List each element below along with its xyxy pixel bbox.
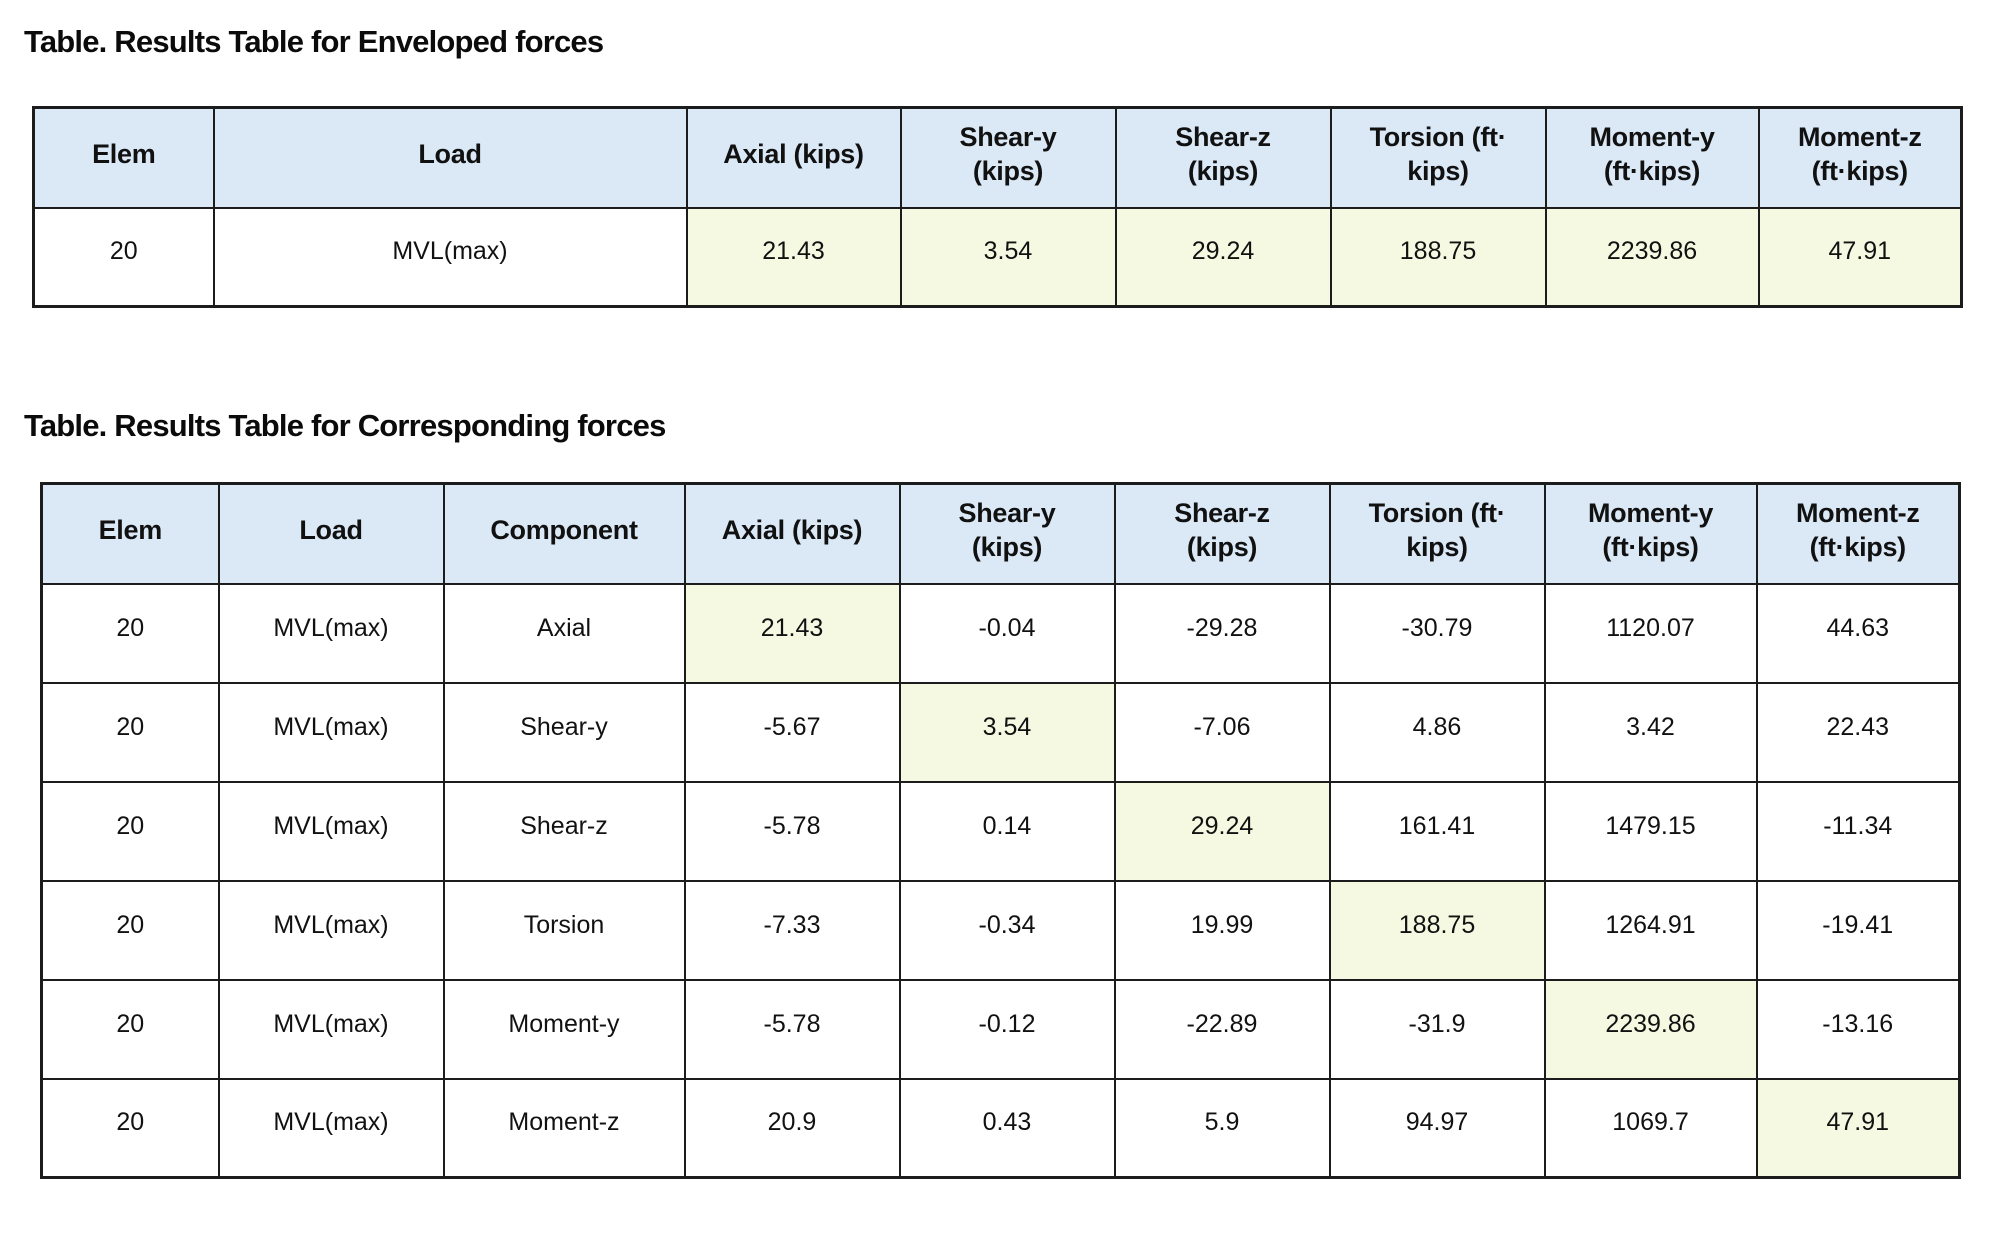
cell-torsion: 161.41 (1328, 780, 1546, 882)
cell-component: Shear-z (442, 780, 686, 882)
enveloped-col-moment-z: Moment-z (ft·kips) (1757, 106, 1963, 209)
cell-torsion-highlighted: 188.75 (1328, 879, 1546, 981)
cell-torsion-highlighted: 188.75 (1329, 206, 1547, 308)
corresponding-col-component: Component (442, 482, 686, 585)
corresponding-header-row: Elem Load Component Axial (kips) Shear-y… (40, 482, 1961, 585)
cell-elem: 20 (40, 978, 220, 1080)
corresponding-table-title: Table. Results Table for Corresponding f… (24, 408, 666, 443)
cell-elem: 20 (40, 780, 220, 882)
cell-moment-y: 3.42 (1543, 681, 1758, 783)
cell-moment-y: 1120.07 (1543, 582, 1758, 684)
cell-axial: -7.33 (683, 879, 901, 981)
cell-elem: 20 (40, 582, 220, 684)
cell-axial-highlighted: 21.43 (685, 206, 902, 308)
cell-shear-z: 19.99 (1113, 879, 1331, 981)
enveloped-col-moment-y: Moment-y (ft·kips) (1544, 106, 1760, 209)
corresponding-col-torsion: Torsion (ft· kips) (1328, 482, 1546, 585)
cell-elem: 20 (32, 206, 215, 308)
cell-shear-y: -0.12 (898, 978, 1116, 1080)
enveloped-col-torsion: Torsion (ft· kips) (1329, 106, 1547, 209)
cell-moment-y: 1069.7 (1543, 1077, 1758, 1179)
table-row-axial: 20 MVL(max) Axial 21.43 -0.04 -29.28 -30… (40, 582, 1961, 684)
cell-shear-y-highlighted: 3.54 (899, 206, 1117, 308)
enveloped-header-row: Elem Load Axial (kips) Shear-y (kips) Sh… (32, 106, 1963, 209)
table-row-moment-y: 20 MVL(max) Moment-y -5.78 -0.12 -22.89 … (40, 978, 1961, 1080)
cell-component: Axial (442, 582, 686, 684)
cell-elem: 20 (40, 681, 220, 783)
cell-shear-z: -7.06 (1113, 681, 1331, 783)
corresponding-col-elem: Elem (40, 482, 220, 585)
enveloped-table: Elem Load Axial (kips) Shear-y (kips) Sh… (32, 106, 1963, 308)
cell-shear-z: 5.9 (1113, 1077, 1331, 1179)
cell-moment-z: 22.43 (1755, 681, 1961, 783)
cell-component: Moment-y (442, 978, 686, 1080)
corresponding-col-moment-z: Moment-z (ft·kips) (1755, 482, 1961, 585)
cell-moment-z-highlighted: 47.91 (1755, 1077, 1961, 1179)
enveloped-col-load: Load (212, 106, 688, 209)
table-row-torsion: 20 MVL(max) Torsion -7.33 -0.34 19.99 18… (40, 879, 1961, 981)
table-row-shear-y: 20 MVL(max) Shear-y -5.67 3.54 -7.06 4.8… (40, 681, 1961, 783)
cell-axial: -5.78 (683, 978, 901, 1080)
cell-load: MVL(max) (217, 681, 445, 783)
cell-load: MVL(max) (217, 582, 445, 684)
corresponding-col-axial: Axial (kips) (683, 482, 901, 585)
cell-load: MVL(max) (217, 879, 445, 981)
cell-component: Moment-z (442, 1077, 686, 1179)
cell-moment-z: 44.63 (1755, 582, 1961, 684)
cell-axial-highlighted: 21.43 (683, 582, 901, 684)
table-row-moment-z: 20 MVL(max) Moment-z 20.9 0.43 5.9 94.97… (40, 1077, 1961, 1179)
cell-load: MVL(max) (217, 1077, 445, 1179)
table-row: 20 MVL(max) 21.43 3.54 29.24 188.75 2239… (32, 206, 1963, 308)
enveloped-col-shear-z: Shear-z (kips) (1114, 106, 1332, 209)
cell-shear-z-highlighted: 29.24 (1114, 206, 1332, 308)
cell-load: MVL(max) (212, 206, 688, 308)
enveloped-table-title: Table. Results Table for Enveloped force… (24, 24, 604, 59)
cell-torsion: -31.9 (1328, 978, 1546, 1080)
cell-moment-y-highlighted: 2239.86 (1543, 978, 1758, 1080)
cell-moment-z: -11.34 (1755, 780, 1961, 882)
cell-shear-z: -22.89 (1113, 978, 1331, 1080)
enveloped-col-elem: Elem (32, 106, 215, 209)
cell-moment-y: 1479.15 (1543, 780, 1758, 882)
cell-shear-y: 0.43 (898, 1077, 1116, 1179)
corresponding-col-moment-y: Moment-y (ft·kips) (1543, 482, 1758, 585)
cell-load: MVL(max) (217, 780, 445, 882)
cell-axial: 20.9 (683, 1077, 901, 1179)
corresponding-col-load: Load (217, 482, 445, 585)
cell-moment-z: -19.41 (1755, 879, 1961, 981)
enveloped-col-axial: Axial (kips) (685, 106, 902, 209)
cell-shear-y: -0.04 (898, 582, 1116, 684)
corresponding-col-shear-z: Shear-z (kips) (1113, 482, 1331, 585)
cell-component: Shear-y (442, 681, 686, 783)
cell-torsion: -30.79 (1328, 582, 1546, 684)
cell-shear-z: -29.28 (1113, 582, 1331, 684)
cell-moment-z: -13.16 (1755, 978, 1961, 1080)
cell-torsion: 94.97 (1328, 1077, 1546, 1179)
cell-elem: 20 (40, 1077, 220, 1179)
corresponding-table: Elem Load Component Axial (kips) Shear-y… (40, 482, 1961, 1179)
cell-moment-y: 1264.91 (1543, 879, 1758, 981)
cell-shear-y-highlighted: 3.54 (898, 681, 1116, 783)
enveloped-col-shear-y: Shear-y (kips) (899, 106, 1117, 209)
cell-shear-z-highlighted: 29.24 (1113, 780, 1331, 882)
table-row-shear-z: 20 MVL(max) Shear-z -5.78 0.14 29.24 161… (40, 780, 1961, 882)
cell-moment-z-highlighted: 47.91 (1757, 206, 1963, 308)
cell-moment-y-highlighted: 2239.86 (1544, 206, 1760, 308)
cell-torsion: 4.86 (1328, 681, 1546, 783)
corresponding-col-shear-y: Shear-y (kips) (898, 482, 1116, 585)
cell-component: Torsion (442, 879, 686, 981)
cell-axial: -5.78 (683, 780, 901, 882)
cell-shear-y: -0.34 (898, 879, 1116, 981)
cell-elem: 20 (40, 879, 220, 981)
cell-axial: -5.67 (683, 681, 901, 783)
cell-load: MVL(max) (217, 978, 445, 1080)
cell-shear-y: 0.14 (898, 780, 1116, 882)
